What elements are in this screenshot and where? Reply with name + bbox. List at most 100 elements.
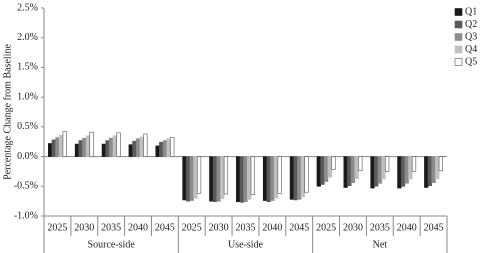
bar <box>431 156 436 184</box>
x-tick-label: 2035 <box>101 222 121 233</box>
legend-label: Q1 <box>465 6 477 17</box>
bar <box>55 137 60 157</box>
bar <box>327 156 332 178</box>
legend-label: Q5 <box>465 56 477 67</box>
bar <box>358 156 363 172</box>
bar <box>128 144 133 157</box>
bar <box>185 156 191 202</box>
bar <box>85 135 91 157</box>
legend-swatch <box>454 33 463 41</box>
bar <box>347 156 352 186</box>
x-tick-label: 2030 <box>74 222 94 233</box>
bar <box>109 137 114 157</box>
bar <box>377 156 382 184</box>
bar <box>105 140 110 157</box>
bar <box>350 156 356 184</box>
bar <box>400 156 406 187</box>
bar <box>381 156 386 180</box>
x-tick-label: 2045 <box>424 222 444 233</box>
x-tick-label: 2035 <box>370 222 390 233</box>
x-tick-label: 2025 <box>182 222 202 233</box>
bar <box>266 156 271 203</box>
y-tick-label: 0.5% <box>17 121 38 132</box>
legend-label: Q4 <box>465 44 477 55</box>
legend-swatch <box>454 8 463 16</box>
legend-swatch <box>454 45 463 54</box>
bar <box>297 156 302 200</box>
x-tick-label: 2045 <box>155 222 175 233</box>
x-tick-label: 2025 <box>316 222 336 233</box>
bar <box>189 156 194 201</box>
bar <box>277 156 282 194</box>
bar <box>435 156 440 179</box>
x-tick-label: 2025 <box>47 222 67 233</box>
bar <box>223 156 229 195</box>
bar <box>293 156 298 201</box>
bar <box>159 142 164 157</box>
bar <box>212 156 218 203</box>
bar <box>51 139 56 157</box>
y-tick-label: 2.0% <box>17 32 38 43</box>
bar <box>247 156 252 200</box>
x-tick-label: 2040 <box>262 222 282 233</box>
bar <box>331 156 336 170</box>
legend-swatch <box>454 58 463 66</box>
bar <box>166 138 171 157</box>
y-tick-label: 0.0% <box>17 151 38 162</box>
bar <box>220 156 225 200</box>
y-tick-label: 1.5% <box>17 62 38 73</box>
bar <box>243 156 248 203</box>
bar <box>62 131 67 157</box>
bar <box>143 133 148 157</box>
group-label: Use-side <box>228 239 264 250</box>
legend-swatch <box>454 20 463 29</box>
bar <box>78 140 83 157</box>
bar <box>58 134 64 157</box>
bar <box>116 132 121 157</box>
bar <box>82 137 87 157</box>
bar <box>374 156 379 187</box>
bar <box>89 131 94 157</box>
group-label: Net <box>373 239 388 250</box>
bar <box>316 156 321 187</box>
y-tick-label: 1.0% <box>17 91 38 102</box>
bar <box>300 156 306 198</box>
bar <box>427 156 433 186</box>
bar <box>170 137 175 157</box>
bar <box>397 156 402 189</box>
y-tick-label: 2.5% <box>17 2 38 13</box>
x-tick-label: 2030 <box>209 222 229 233</box>
bar <box>193 156 198 199</box>
bar <box>354 156 359 179</box>
x-tick-label: 2040 <box>397 222 417 233</box>
bar <box>385 156 390 172</box>
bar <box>370 156 375 189</box>
bar <box>139 136 144 157</box>
bar <box>343 156 348 188</box>
bar <box>112 135 117 157</box>
bar <box>404 156 409 184</box>
bar <box>101 143 106 157</box>
bar <box>135 138 141 157</box>
x-tick-label: 2040 <box>128 222 148 233</box>
bar <box>250 156 255 195</box>
bar <box>323 156 329 182</box>
bar <box>289 156 295 200</box>
bar <box>155 145 160 157</box>
bar <box>216 156 221 202</box>
bar <box>411 156 417 172</box>
legend-label: Q2 <box>465 19 477 30</box>
bar <box>239 156 244 203</box>
bar <box>270 156 275 201</box>
x-tick-label: 2035 <box>236 222 256 233</box>
bar <box>132 140 137 157</box>
bar <box>408 156 413 180</box>
y-axis-label: Percentage Change from Baseline <box>2 44 13 180</box>
bar <box>320 156 325 185</box>
x-tick-label: 2045 <box>289 222 309 233</box>
y-tick-label: -1.0% <box>14 210 38 221</box>
x-tick-label: 2030 <box>343 222 363 233</box>
bar <box>262 156 268 201</box>
group-label: Source-side <box>88 239 136 250</box>
bar <box>47 143 53 157</box>
